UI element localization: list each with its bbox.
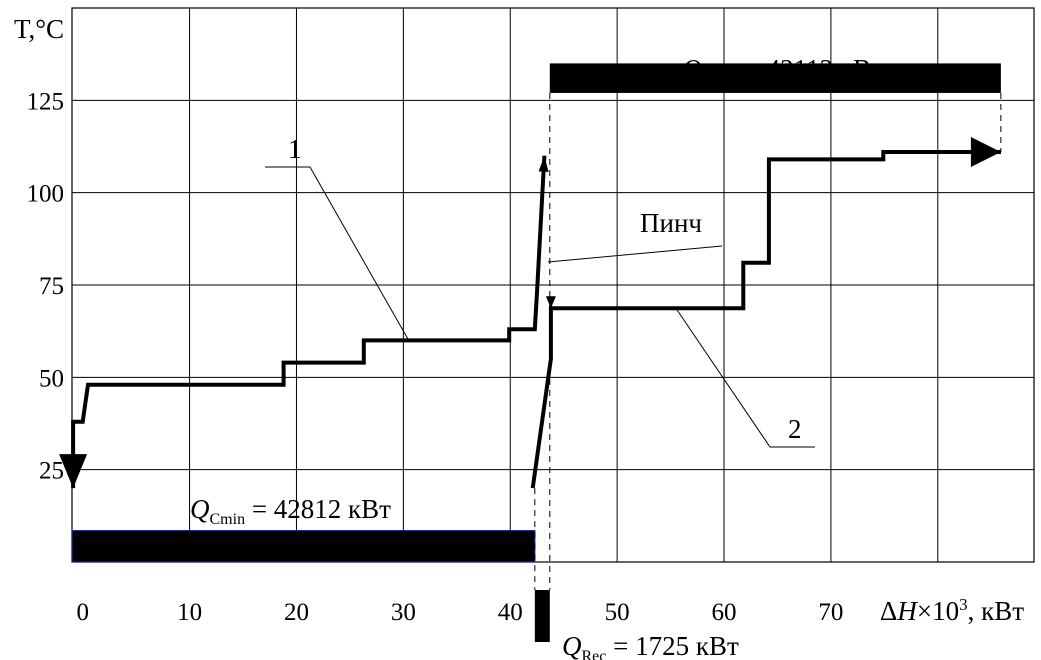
grid — [72, 8, 1034, 562]
q-rec-rest: = 1725 кВт — [606, 631, 739, 660]
x-tick-label: 20 — [284, 599, 309, 626]
x-axis-label: ΔH×103, кВт — [880, 595, 1024, 626]
q-cmin-bar — [71, 530, 536, 563]
plot-frame — [71, 7, 1035, 563]
q-rec-bar — [534, 590, 550, 642]
x-tick-label: 0 — [76, 599, 89, 626]
curve-2-leader — [675, 307, 815, 448]
x-tick-label: 70 — [818, 599, 843, 626]
x-axis-label-delta: Δ — [880, 596, 897, 626]
q-hmin-sym: Q — [682, 54, 702, 84]
x-tick-label: 40 — [498, 599, 523, 626]
q-cmin-label: QCmin = 42812 кВт — [190, 494, 391, 528]
y-tick-label: 100 — [27, 181, 65, 208]
q-hmin-bar — [549, 63, 1001, 93]
y-tick-label: 75 — [39, 273, 64, 300]
series-lines — [59, 137, 1001, 489]
q-hmin-rest: = 42112 кВт — [738, 54, 883, 84]
x-tick-label: 60 — [712, 599, 737, 626]
curve-2-label: 2 — [788, 414, 802, 444]
y-tick-label: 25 — [39, 458, 64, 485]
y-tick-label: 125 — [27, 88, 65, 115]
x-axis-label-unit: , кВт — [968, 596, 1025, 626]
q-rec-sub: Rec — [582, 648, 607, 660]
x-tick-label: 10 — [177, 599, 202, 626]
x-axis-label-times: ×10 — [917, 596, 959, 626]
q-hmin-sub: Hmin — [702, 71, 738, 88]
guide-lines — [534, 92, 1002, 590]
curve-1-leader — [265, 166, 410, 341]
curve-1-label: 1 — [288, 134, 302, 164]
pinch-leader — [547, 245, 723, 263]
q-hmin-label: QHmin = 42112 кВт — [682, 54, 883, 88]
leader-lines — [265, 166, 815, 448]
heat-bars — [71, 63, 1001, 642]
q-cmin-sym: Q — [190, 494, 210, 524]
q-rec-label: QRec = 1725 кВт — [562, 631, 739, 660]
tick-labels: 0 10 20 30 40 50 60 70 25 50 75 100 125 — [27, 88, 844, 626]
series-2-arrowhead-end — [970, 137, 1001, 167]
x-tick-label: 30 — [391, 599, 416, 626]
q-cmin-rest: = 42812 кВт — [245, 494, 391, 524]
y-tick-label: 50 — [39, 365, 64, 392]
q-cmin-sub: Cmin — [210, 511, 246, 528]
x-axis-label-exp: 3 — [959, 595, 968, 614]
series-1-arrowhead-start — [538, 155, 549, 172]
q-rec-sym: Q — [562, 631, 582, 660]
pinch-label: Пинч — [640, 208, 702, 238]
y-axis-label: T,°C — [14, 14, 64, 44]
x-tick-label: 50 — [605, 599, 630, 626]
series-line-1 — [71, 155, 547, 489]
series-line-2 — [530, 150, 1001, 489]
x-axis-label-h: H — [896, 596, 918, 626]
series-1-arrowhead-end — [59, 454, 88, 489]
series-2-pinch-arrow — [545, 296, 556, 309]
